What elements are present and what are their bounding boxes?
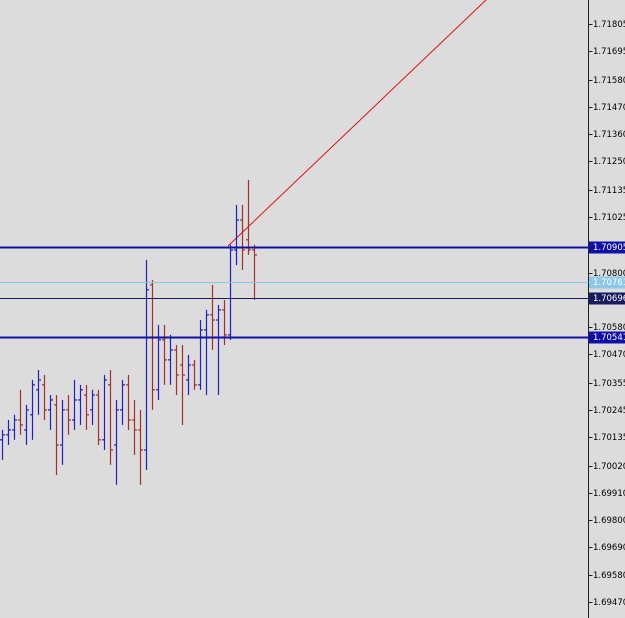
y-tick-label: 1.69580 (593, 571, 625, 581)
y-tick-label: 1.71580 (593, 76, 625, 86)
y-tick-label: 1.69690 (593, 543, 625, 553)
y-tick-label: 1.70020 (593, 462, 625, 472)
level-label: 1.70541 (593, 333, 625, 343)
y-tick-label: 1.71360 (593, 130, 625, 140)
y-tick-label: 1.70800 (593, 269, 625, 279)
y-tick-label: 1.70580 (593, 323, 625, 333)
y-tick-label: 1.69470 (593, 598, 625, 608)
y-tick-label: 1.71695 (593, 47, 625, 57)
level-label-box (589, 331, 625, 344)
level-label: 1.70905 (593, 243, 625, 253)
trend-line (227, 0, 487, 247)
level-label-box (589, 241, 625, 254)
y-tick-label: 1.69800 (593, 516, 625, 526)
y-tick-label: 1.71025 (593, 213, 625, 223)
level-label-box (589, 292, 625, 305)
y-tick-label: 1.71135 (593, 186, 625, 196)
y-tick-label: 1.70355 (593, 379, 625, 389)
level-label-box (589, 276, 625, 289)
y-tick-label: 1.70470 (593, 350, 625, 360)
y-tick-label: 1.71250 (593, 157, 625, 167)
y-tick-label: 1.69910 (593, 489, 625, 499)
level-label: 1.70696 (593, 294, 625, 304)
y-tick-label: 1.71805 (593, 20, 625, 30)
y-tick-label: 1.71470 (593, 103, 625, 113)
y-tick-label: 1.70135 (593, 433, 625, 443)
level-label: 1.70761 (593, 278, 625, 288)
y-tick-label: 1.70245 (593, 406, 625, 416)
